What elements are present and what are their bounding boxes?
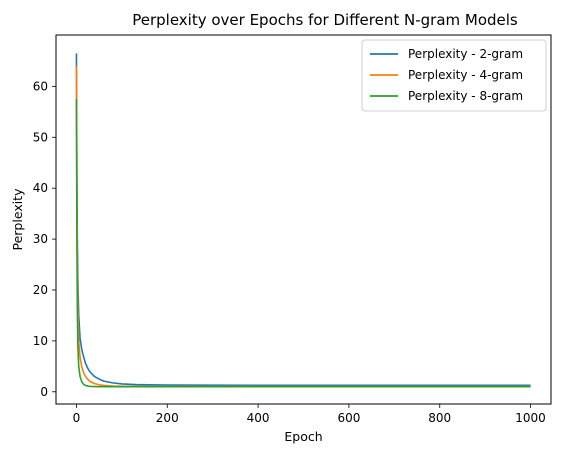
y-tick-label: 50	[33, 130, 48, 144]
series-layer	[75, 53, 531, 388]
y-tick-label: 0	[40, 385, 48, 399]
y-tick-label: 10	[33, 334, 48, 348]
x-tick-label: 1000	[515, 411, 546, 425]
plot-frame	[55, 34, 552, 405]
x-tick-label: 200	[156, 411, 179, 425]
y-tick-label: 40	[33, 181, 48, 195]
x-tick-label: 800	[428, 411, 451, 425]
y-tick-label: 60	[33, 79, 48, 93]
x-tick-label: 600	[337, 411, 360, 425]
legend-label-2: Perplexity - 4-gram	[408, 68, 523, 82]
y-tick-label: 30	[33, 232, 48, 246]
y-axis-label: Perplexity	[10, 188, 25, 251]
legend-label-3: Perplexity - 8-gram	[408, 89, 523, 103]
chart-title: Perplexity over Epochs for Different N-g…	[132, 11, 518, 29]
y-axis: 0 10 20 30 40 50 60	[33, 79, 56, 399]
legend-box	[361, 39, 547, 112]
series-line-2	[75, 66, 531, 388]
series-line-3	[75, 99, 531, 388]
x-axis-label: Epoch	[284, 429, 322, 444]
legend-label-1: Perplexity - 2-gram	[408, 47, 523, 61]
x-tick-label: 0	[73, 411, 81, 425]
y-tick-label: 20	[33, 283, 48, 297]
x-axis: 0 200 400 600 800 1000	[73, 404, 546, 425]
x-tick-label: 400	[247, 411, 270, 425]
legend: Perplexity - 2-gram Perplexity - 4-gram Pe…	[361, 39, 547, 112]
